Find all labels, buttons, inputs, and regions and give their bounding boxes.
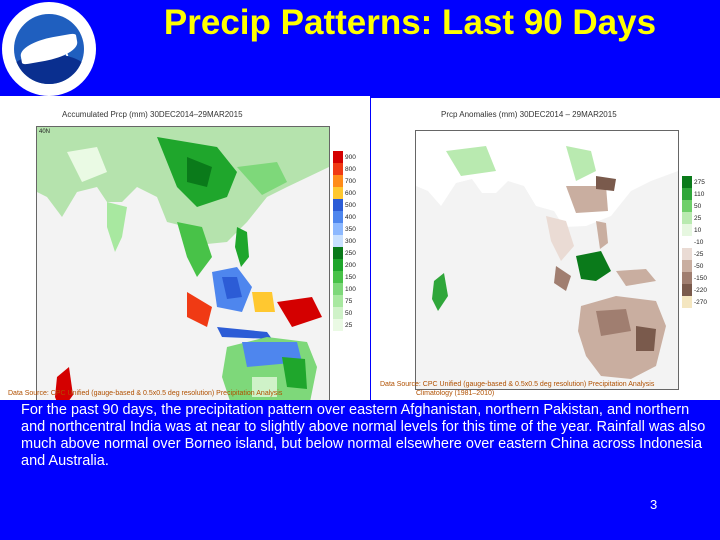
legend-label: -50 [694, 262, 704, 270]
legend-swatch [333, 259, 343, 271]
legend-swatch [333, 151, 343, 163]
legend-entry: 10 [682, 224, 707, 236]
slide-body: For the past 90 days, the precipitation … [21, 402, 706, 469]
precip-legend: 900 800 700 600 500 400 350 300 250 200 150 100 75 50… [333, 151, 356, 331]
legend-entry: -25 [682, 248, 707, 260]
legend-entry: 25 [333, 319, 356, 331]
legend-entry: 400 [333, 211, 356, 223]
legend-entry: 275 [682, 176, 707, 188]
legend-entry: -150 [682, 272, 707, 284]
anomaly-legend: 275 110 50 25 10 -10 -25 -50 -150 -220 -270 [682, 176, 707, 308]
legend-entry: 300 [333, 235, 356, 247]
legend-swatch [333, 271, 343, 283]
legend-swatch [682, 212, 692, 224]
legend-entry: 700 [333, 175, 356, 187]
map-land [37, 127, 329, 400]
noaa-logo: NOAA [2, 2, 96, 96]
legend-swatch [682, 284, 692, 296]
legend-entry: 150 [333, 271, 356, 283]
legend-label: 300 [345, 237, 356, 245]
legend-entry: 75 [333, 295, 356, 307]
logo-text: NOAA [28, 44, 70, 59]
legend-entry: 800 [333, 163, 356, 175]
map-title: Prcp Anomalies (mm) 30DEC2014 – 29MAR201… [441, 110, 617, 119]
legend-entry: 25 [682, 212, 707, 224]
legend-label: -220 [694, 286, 708, 294]
legend-entry: 50 [333, 307, 356, 319]
data-source: Data Source: CPC Unified (gauge-based & … [8, 390, 283, 397]
legend-label: -150 [694, 274, 708, 282]
legend-label: 600 [345, 189, 356, 197]
legend-label: 700 [345, 177, 356, 185]
legend-label: 500 [345, 201, 356, 209]
legend-entry: 900 [333, 151, 356, 163]
legend-entry: 600 [333, 187, 356, 199]
legend-label: 150 [345, 273, 356, 281]
legend-label: 250 [345, 249, 356, 257]
legend-swatch [333, 163, 343, 175]
legend-entry: 250 [333, 247, 356, 259]
legend-swatch [333, 283, 343, 295]
legend-swatch [333, 319, 343, 331]
legend-label: 800 [345, 165, 356, 173]
legend-label: 50 [345, 309, 353, 317]
legend-entry: 100 [333, 283, 356, 295]
lat-label: 40N [39, 129, 51, 135]
legend-label: 110 [694, 190, 705, 198]
accumulated-precip-map-panel: Accumulated Prcp (mm) 30DEC2014–29MAR201… [0, 96, 370, 400]
legend-label: 200 [345, 261, 356, 269]
legend-swatch [333, 307, 343, 319]
legend-label: 25 [345, 321, 353, 329]
legend-swatch [333, 211, 343, 223]
legend-swatch [682, 224, 692, 236]
legend-swatch [333, 199, 343, 211]
legend-swatch [682, 200, 692, 212]
precip-anomaly-map-panel: Prcp Anomalies (mm) 30DEC2014 – 29MAR201… [371, 98, 720, 400]
climatology-line: Climatology (1981–2010) [416, 390, 495, 397]
legend-swatch [333, 295, 343, 307]
legend-swatch [682, 248, 692, 260]
map-land [416, 131, 678, 379]
slide-title: Precip Patterns: Last 90 Days [163, 3, 657, 42]
legend-entry: -220 [682, 284, 707, 296]
legend-swatch [682, 296, 692, 308]
legend-entry: -270 [682, 296, 707, 308]
legend-label: 25 [694, 214, 702, 222]
legend-entry: -50 [682, 260, 707, 272]
legend-label: 100 [345, 285, 356, 293]
legend-label: 400 [345, 213, 356, 221]
logo-emblem: NOAA [14, 14, 84, 84]
legend-label: -25 [694, 250, 704, 258]
precip-anomaly-map [415, 130, 679, 390]
legend-entry: 110 [682, 188, 707, 200]
legend-swatch [682, 188, 692, 200]
legend-swatch [682, 272, 692, 284]
data-source-line: Data Source: CPC Unified (gauge-based & … [380, 381, 655, 388]
legend-label: 75 [345, 297, 353, 305]
legend-label: 50 [694, 202, 702, 210]
legend-swatch [682, 260, 692, 272]
legend-label: 900 [345, 153, 356, 161]
legend-swatch [333, 235, 343, 247]
legend-entry: 200 [333, 259, 356, 271]
legend-label: 350 [345, 225, 356, 233]
legend-label: 275 [694, 178, 705, 186]
legend-swatch [682, 236, 692, 248]
legend-entry: 50 [682, 200, 707, 212]
page-number: 3 [650, 497, 658, 512]
legend-swatch [333, 187, 343, 199]
legend-swatch [333, 247, 343, 259]
map-title: Accumulated Prcp (mm) 30DEC2014–29MAR201… [62, 110, 243, 119]
legend-label: -10 [694, 238, 704, 246]
legend-entry: -10 [682, 236, 707, 248]
legend-entry: 350 [333, 223, 356, 235]
legend-label: 10 [694, 226, 702, 234]
data-source: Data Source: CPC Unified (gauge-based & … [380, 380, 654, 398]
legend-swatch [333, 175, 343, 187]
legend-swatch [682, 176, 692, 188]
legend-label: -270 [694, 298, 708, 306]
legend-entry: 500 [333, 199, 356, 211]
legend-swatch [333, 223, 343, 235]
accumulated-precip-map: 40N [36, 126, 330, 400]
